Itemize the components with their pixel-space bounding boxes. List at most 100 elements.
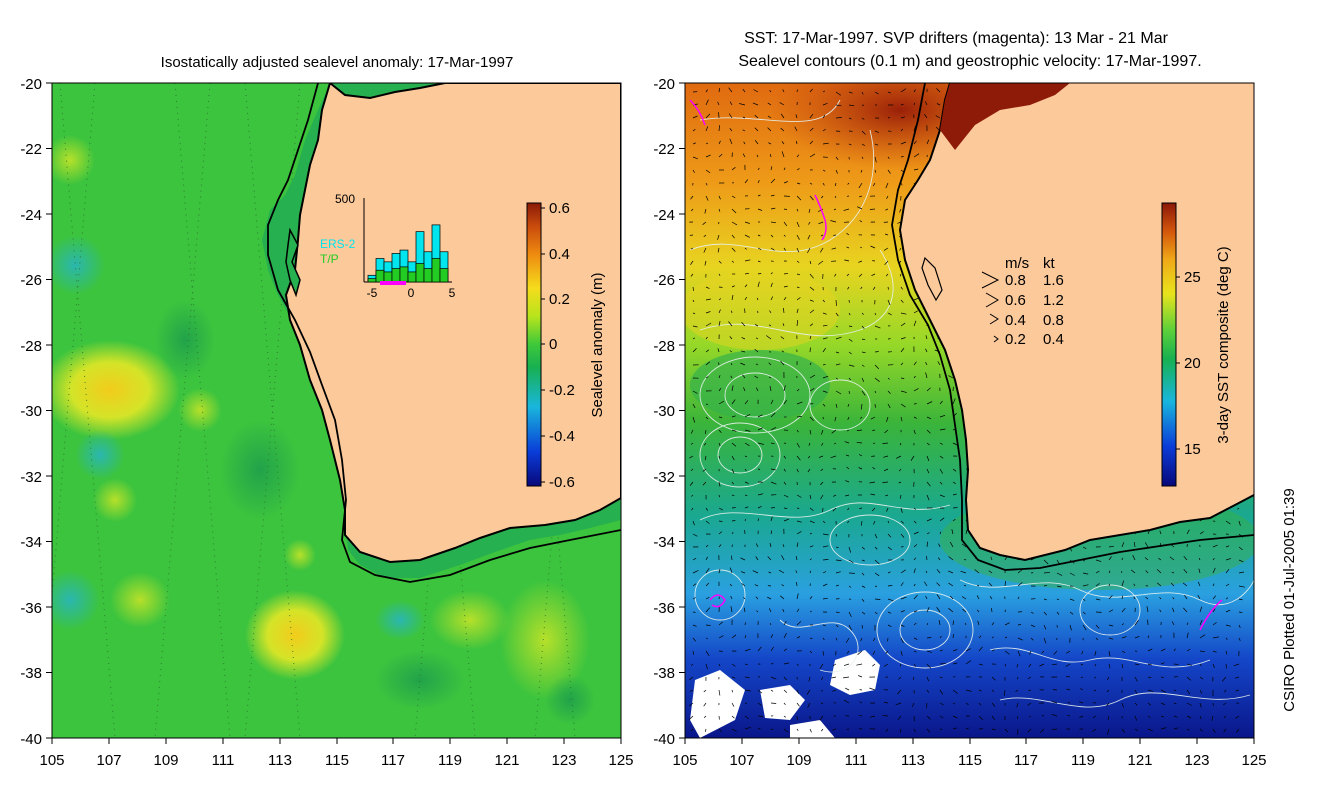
velocity-arrow	[818, 260, 824, 265]
velocity-arrow	[874, 143, 879, 146]
velocity-arrow	[884, 260, 889, 266]
velocity-arrow	[795, 140, 798, 145]
velocity-arrow	[822, 337, 828, 340]
velocity-arrow	[939, 676, 943, 679]
velocity-arrow	[856, 441, 863, 444]
velocity-arrow	[806, 689, 811, 695]
velocity-arrow	[1082, 584, 1089, 587]
velocity-arrow	[692, 129, 696, 132]
velocity-arrow	[729, 350, 733, 353]
velocity-arrow	[768, 608, 772, 613]
velocity-arrow	[731, 221, 738, 226]
velocity-arrow	[768, 571, 772, 574]
velocity-arrow	[858, 454, 863, 457]
velocity-arrow	[1147, 702, 1151, 706]
velocity-arrow	[872, 429, 876, 432]
velocity-arrow	[1132, 555, 1136, 561]
inset-x-tick: -5	[367, 286, 378, 300]
velocity-arrow	[796, 494, 802, 498]
velocity-arrow	[820, 481, 824, 486]
velocity-arrow	[821, 442, 824, 446]
velocity-arrow	[861, 143, 865, 146]
velocity-arrow	[831, 429, 837, 434]
velocity-arrow	[794, 126, 798, 132]
velocity-arrow	[926, 139, 930, 145]
velocity-arrow	[872, 286, 876, 290]
velocity-arrow	[717, 234, 720, 240]
velocity-arrow	[703, 702, 707, 707]
velocity-arrow	[744, 726, 751, 730]
velocity-arrow	[1173, 689, 1177, 692]
x-tick: 123	[1184, 752, 1209, 769]
velocity-arrow	[835, 117, 842, 119]
velocity-arrow	[729, 138, 733, 145]
velocity-arrow	[1004, 622, 1010, 626]
velocity-arrow	[882, 481, 889, 483]
velocity-arrow	[796, 168, 800, 171]
velocity-arrow	[952, 620, 954, 626]
velocity-arrow	[718, 153, 723, 158]
velocity-arrow	[952, 518, 956, 522]
velocity-arrow	[848, 104, 855, 107]
velocity-arrow	[1211, 715, 1214, 721]
velocity-arrow	[756, 610, 759, 613]
inset-legend-tp: T/P	[320, 252, 339, 266]
velocity-arrow	[1146, 606, 1149, 613]
velocity-arrow	[718, 388, 722, 392]
velocity-arrow	[728, 87, 733, 93]
velocity-arrow	[977, 620, 980, 626]
velocity-arrow	[1186, 689, 1191, 695]
x-tick: 109	[786, 752, 811, 769]
velocity-arrow	[952, 634, 954, 639]
velocity-arrow	[744, 715, 749, 719]
velocity-arrow	[808, 442, 811, 446]
velocity-arrow	[1238, 520, 1241, 526]
velocity-arrow	[809, 532, 813, 535]
velocity-arrow	[796, 728, 799, 731]
velocity-arrow	[900, 596, 907, 600]
y-tick: -34	[20, 534, 42, 551]
velocity-arrow	[796, 297, 801, 301]
velocity-arrow	[1186, 663, 1192, 666]
velocity-arrow	[783, 296, 787, 301]
velocity-arrow	[689, 689, 694, 692]
velocity-arrow	[976, 584, 980, 587]
velocity-arrow	[858, 273, 863, 277]
sealevel-contours	[689, 99, 1254, 708]
cbar-tick: -0.2	[549, 382, 575, 399]
velocity-arrow	[976, 595, 980, 600]
velocity-arrow	[1159, 609, 1162, 613]
velocity-arrow	[822, 403, 826, 407]
velocity-arrow	[939, 442, 943, 445]
velocity-arrow	[692, 156, 698, 160]
velocity-arrow	[783, 481, 787, 485]
velocity-arrow	[770, 663, 774, 665]
velocity-arrow	[834, 182, 837, 187]
velocity-arrow	[767, 596, 772, 600]
velocity-arrow	[939, 715, 944, 719]
velocity-arrow	[757, 689, 763, 694]
velocity-arrow	[770, 516, 773, 522]
velocity-arrow	[770, 412, 776, 418]
velocity-arrow	[1108, 624, 1114, 627]
cbar-tick: 0.6	[549, 200, 570, 217]
velocity-arrow	[926, 541, 928, 548]
velocity-arrow	[770, 221, 777, 224]
velocity-arrow	[783, 385, 786, 392]
velocity-arrow	[1015, 689, 1019, 692]
velocity-arrow	[718, 621, 724, 626]
velocity-arrow	[692, 390, 698, 394]
y-tick: -38	[20, 665, 42, 682]
velocity-arrow	[952, 662, 958, 665]
velocity-arrow	[887, 585, 893, 587]
velocity-arrow	[731, 399, 736, 405]
velocity-arrow	[690, 247, 694, 250]
velocity-arrow	[899, 442, 902, 446]
legend-ms: 0.4	[1005, 312, 1026, 329]
velocity-arrow	[796, 247, 800, 253]
velocity-arrow	[899, 663, 902, 667]
velocity-arrow	[835, 363, 841, 366]
velocity-arrow	[744, 676, 750, 678]
inset-ymax: 500	[335, 192, 355, 206]
velocity-arrow	[1051, 728, 1058, 731]
